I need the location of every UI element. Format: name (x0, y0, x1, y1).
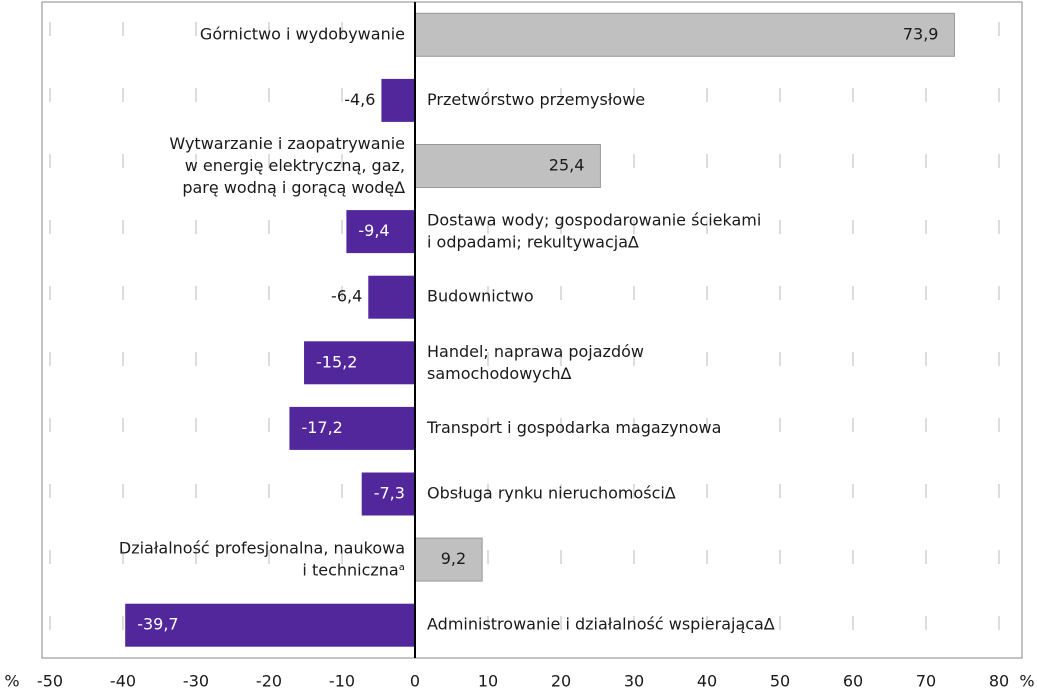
x-tick-label: 10 (478, 672, 498, 691)
category-label: Działalność profesjonalna, naukowa i tech… (119, 538, 405, 579)
x-tick-label: -30 (183, 672, 209, 691)
x-tick-label: 80 (989, 672, 1009, 691)
bar (125, 603, 415, 647)
category-label: Handel; naprawa pojazdów samochodowych∆ (427, 341, 644, 382)
x-unit-left: % (4, 672, 19, 691)
category-label: Transport i gospodarka magazynowa (426, 418, 721, 437)
value-label: -6,4 (331, 287, 362, 306)
value-label: -17,2 (301, 418, 342, 437)
value-label: -4,6 (344, 90, 375, 109)
x-tick-label: 70 (916, 672, 936, 691)
x-unit-right: % (1019, 672, 1034, 691)
bar (346, 210, 415, 254)
bar (414, 144, 601, 188)
x-tick-label: 30 (624, 672, 644, 691)
value-label: 25,4 (549, 156, 585, 175)
bar (368, 275, 415, 319)
x-tick-label: 20 (551, 672, 571, 691)
value-label: -39,7 (137, 615, 178, 634)
value-label: 73,9 (903, 24, 939, 43)
category-label: Budownictwo (427, 287, 534, 306)
x-tick-label: 60 (843, 672, 863, 691)
value-label: -7,3 (374, 484, 405, 503)
x-tick-label: 0 (410, 672, 420, 691)
category-label: Wytwarzanie i zaopatrywanie w energię ele… (169, 134, 405, 197)
x-tick-label: 40 (697, 672, 717, 691)
x-tick-label: -40 (110, 672, 136, 691)
bar (414, 12, 955, 57)
category-label: Obsługa rynku nieruchomości∆ (427, 484, 676, 503)
x-tick-label: -50 (37, 672, 63, 691)
x-tick-label: 50 (770, 672, 790, 691)
bar (304, 341, 415, 385)
plot-frame (41, 1, 1023, 659)
category-label: Górnictwo i wydobywanie (200, 24, 405, 43)
category-label: Przetwórstwo przemysłowe (427, 90, 645, 109)
category-label: Dostawa wody; gospodarowanie ściekami i o… (427, 210, 761, 251)
value-label: -9,4 (358, 221, 389, 240)
bar (289, 406, 415, 450)
value-label: -15,2 (316, 352, 357, 371)
category-label: Administrowanie i działalność wspierając… (427, 615, 775, 634)
value-label: 9,2 (441, 549, 466, 568)
bar (361, 472, 415, 516)
x-tick-label: -20 (256, 672, 282, 691)
x-tick-label: -10 (329, 672, 355, 691)
bar (381, 78, 415, 122)
bar (414, 537, 483, 582)
